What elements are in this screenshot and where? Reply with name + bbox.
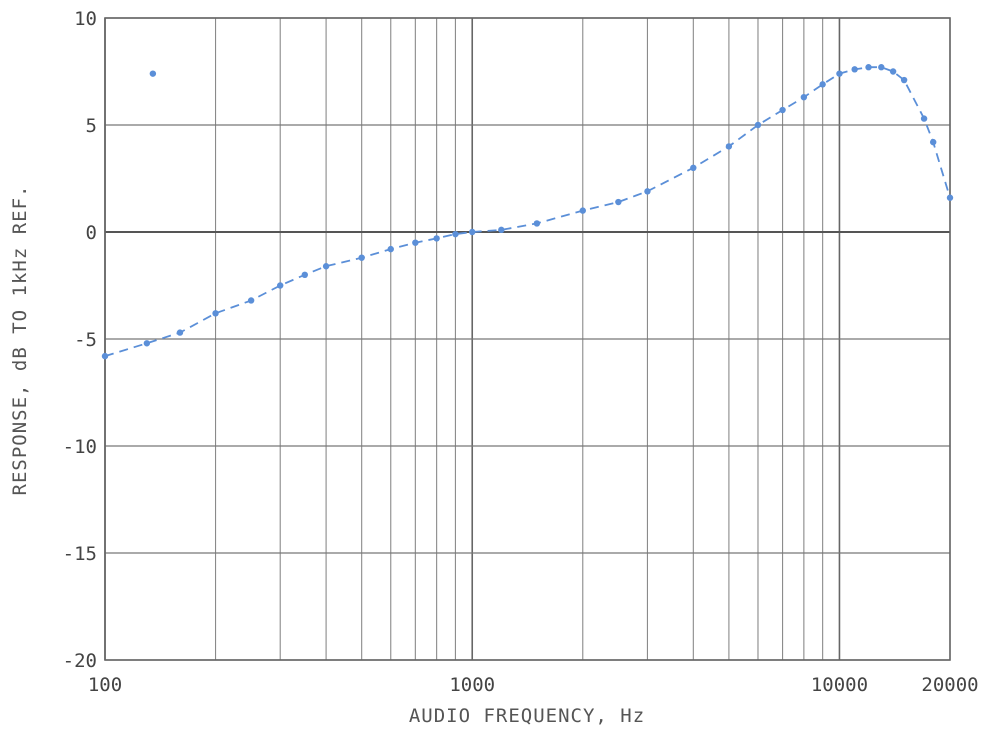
stray-data-point	[149, 70, 157, 77]
x-tick-label: 20000	[921, 674, 978, 696]
data-point	[433, 235, 440, 242]
x-tick-labels: 100 1000 10000 20000	[88, 674, 979, 696]
data-point	[387, 245, 394, 253]
x-tick-label: 100	[88, 674, 122, 696]
data-point	[176, 329, 184, 336]
data-point	[920, 115, 928, 122]
data-point	[754, 121, 762, 129]
y-tick-label: 5	[86, 115, 97, 137]
data-point	[469, 228, 476, 236]
data-point	[779, 106, 786, 114]
data-point	[212, 310, 219, 317]
y-tick-label: -10	[63, 436, 97, 458]
data-point	[247, 297, 255, 304]
data-point	[498, 226, 505, 234]
plot-frame	[104, 17, 951, 661]
y-tick-labels: 10 5 0 -5 -10 -15 -20	[63, 8, 97, 672]
data-point	[452, 230, 459, 238]
data-point	[101, 352, 109, 360]
data-point	[946, 194, 954, 201]
data-point	[819, 81, 826, 88]
data-point	[412, 239, 419, 246]
data-point	[579, 207, 586, 214]
data-point	[929, 138, 937, 146]
data-point	[836, 70, 843, 77]
data-point	[889, 68, 897, 75]
data-point	[143, 340, 151, 347]
data-point	[277, 282, 284, 289]
y-tick-label: 10	[74, 8, 97, 30]
x-axis-label: AUDIO FREQUENCY, Hz	[409, 705, 645, 727]
data-point	[725, 143, 733, 150]
series-group	[101, 64, 954, 360]
data-point	[358, 254, 365, 261]
data-point	[644, 188, 651, 195]
response-curve	[104, 66, 951, 357]
data-point	[690, 164, 697, 171]
data-point	[865, 64, 872, 71]
x-tick-label: 10000	[811, 674, 868, 696]
data-point	[900, 76, 908, 84]
y-axis-label: RESPONSE, dB TO 1kHz REF.	[9, 185, 31, 496]
grid	[104, 17, 951, 661]
y-tick-label: -20	[63, 650, 97, 672]
data-point	[878, 64, 885, 71]
x-tick-label: 1000	[449, 674, 495, 696]
data-point	[800, 93, 808, 101]
y-tick-label: 0	[86, 222, 97, 244]
data-point	[301, 271, 308, 278]
data-point	[322, 263, 330, 270]
y-tick-label: -5	[74, 329, 97, 351]
data-point	[533, 220, 541, 227]
data-point	[615, 198, 622, 206]
data-point	[851, 66, 858, 73]
y-tick-label: -15	[63, 543, 97, 565]
